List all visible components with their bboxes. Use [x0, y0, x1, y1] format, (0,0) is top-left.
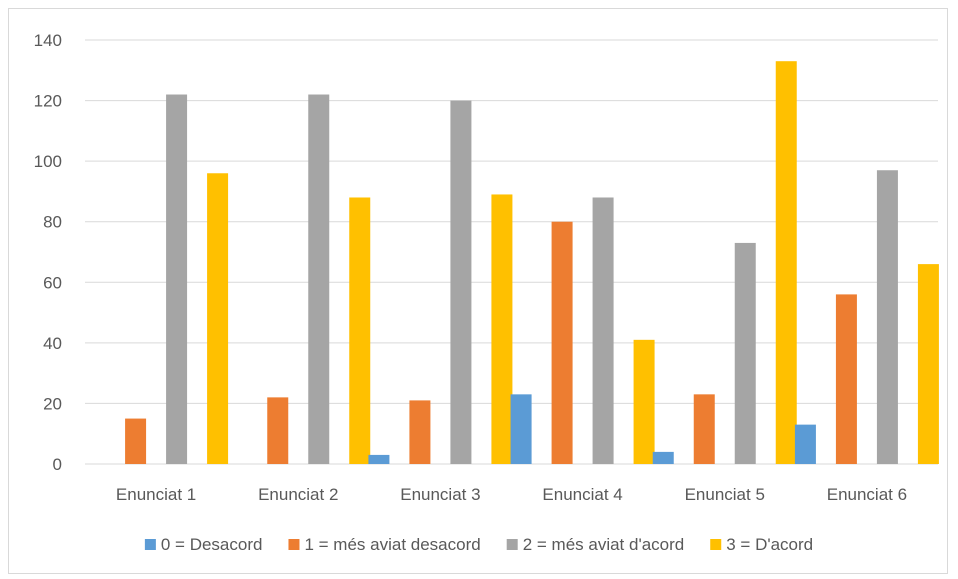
bar-enunciat-3-series-1 — [409, 400, 431, 464]
bar-enunciat-1-series-1 — [125, 418, 147, 464]
bar-enunciat-3-series-2 — [450, 100, 472, 465]
legend-label: 0 = Desacord — [161, 535, 263, 554]
legend-swatch — [144, 539, 156, 550]
y-tick-label: 80 — [43, 213, 62, 232]
bar-enunciat-6-series-0 — [794, 424, 816, 464]
legend-label: 2 = més aviat d'acord — [523, 535, 685, 554]
y-tick-label: 140 — [34, 31, 62, 50]
bar-enunciat-6-series-3 — [917, 264, 939, 464]
legend-swatch — [288, 539, 300, 550]
legend-swatch — [506, 539, 518, 550]
bar-enunciat-4-series-0 — [510, 394, 532, 464]
bars — [125, 61, 939, 465]
legend-label: 3 = D'acord — [726, 535, 813, 554]
bar-enunciat-2-series-2 — [308, 94, 330, 464]
legend-item: 3 = D'acord — [710, 535, 813, 554]
y-tick-label: 40 — [43, 334, 62, 353]
legend-label: 1 = més aviat desacord — [304, 535, 480, 554]
legend-item: 0 = Desacord — [144, 535, 263, 554]
legend-item: 2 = més aviat d'acord — [506, 535, 685, 554]
bar-enunciat-2-series-3 — [349, 197, 371, 464]
y-axis-ticks: 0 20 40 60 80 100 120 140 — [34, 31, 62, 474]
y-tick-label: 20 — [43, 394, 62, 413]
y-tick-label: 60 — [43, 273, 62, 292]
bar-enunciat-5-series-3 — [775, 61, 797, 464]
legend: 0 = Desacord 1 = més aviat desacord 2 = mé… — [144, 535, 813, 554]
y-tick-label: 100 — [34, 152, 62, 171]
bar-enunciat-5-series-2 — [734, 242, 756, 464]
x-tick-label: Enunciat 3 — [400, 485, 480, 504]
x-tick-label: Enunciat 2 — [258, 485, 338, 504]
x-tick-label: Enunciat 5 — [685, 485, 765, 504]
bar-enunciat-1-series-2 — [166, 94, 188, 464]
legend-item: 1 = més aviat desacord — [288, 535, 481, 554]
bar-enunciat-4-series-2 — [592, 197, 614, 464]
bar-enunciat-6-series-2 — [876, 170, 898, 464]
y-tick-label: 0 — [53, 455, 62, 474]
bar-enunciat-3-series-0 — [368, 454, 390, 464]
bar-enunciat-1-series-3 — [207, 173, 229, 464]
x-tick-label: Enunciat 6 — [827, 485, 907, 504]
bar-enunciat-3-series-3 — [491, 194, 513, 464]
bar-enunciat-4-series-3 — [633, 339, 655, 464]
bar-enunciat-2-series-1 — [267, 397, 289, 464]
x-tick-label: Enunciat 1 — [116, 485, 196, 504]
bar-enunciat-5-series-1 — [693, 394, 715, 464]
x-axis-ticks: Enunciat 1 Enunciat 2 Enunciat 3 Enunciat 4… — [116, 485, 907, 504]
bar-enunciat-4-series-1 — [551, 221, 573, 464]
legend-swatch — [710, 539, 722, 550]
x-tick-label: Enunciat 4 — [542, 485, 622, 504]
bar-enunciat-6-series-1 — [835, 294, 857, 464]
y-tick-label: 120 — [34, 92, 62, 111]
bar-enunciat-5-series-0 — [652, 451, 674, 464]
